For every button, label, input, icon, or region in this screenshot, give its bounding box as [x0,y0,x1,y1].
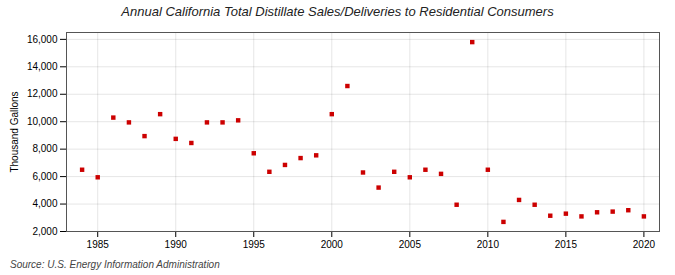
svg-text:2005: 2005 [399,239,422,250]
svg-text:4,000: 4,000 [32,198,57,209]
svg-text:2010: 2010 [477,239,500,250]
svg-text:6,000: 6,000 [32,171,57,182]
svg-text:10,000: 10,000 [27,116,58,127]
svg-text:16,000: 16,000 [27,34,58,45]
svg-text:Thousand Gallons: Thousand Gallons [9,91,20,172]
svg-text:8,000: 8,000 [32,143,57,154]
svg-text:1985: 1985 [87,239,110,250]
svg-text:2,000: 2,000 [32,226,57,237]
svg-text:2000: 2000 [321,239,344,250]
svg-text:2015: 2015 [555,239,578,250]
svg-text:14,000: 14,000 [27,61,58,72]
svg-text:1995: 1995 [243,239,266,250]
html-text:Annual California Total Distil: Annual California Total Distillate Sales… [121,4,554,19]
svg-text:2020: 2020 [633,239,656,250]
svg-text:12,000: 12,000 [27,88,58,99]
svg-text:1990: 1990 [165,239,188,250]
html-text:Source: U.S. Energy Informatio: Source: U.S. Energy Information Administ… [10,259,220,270]
